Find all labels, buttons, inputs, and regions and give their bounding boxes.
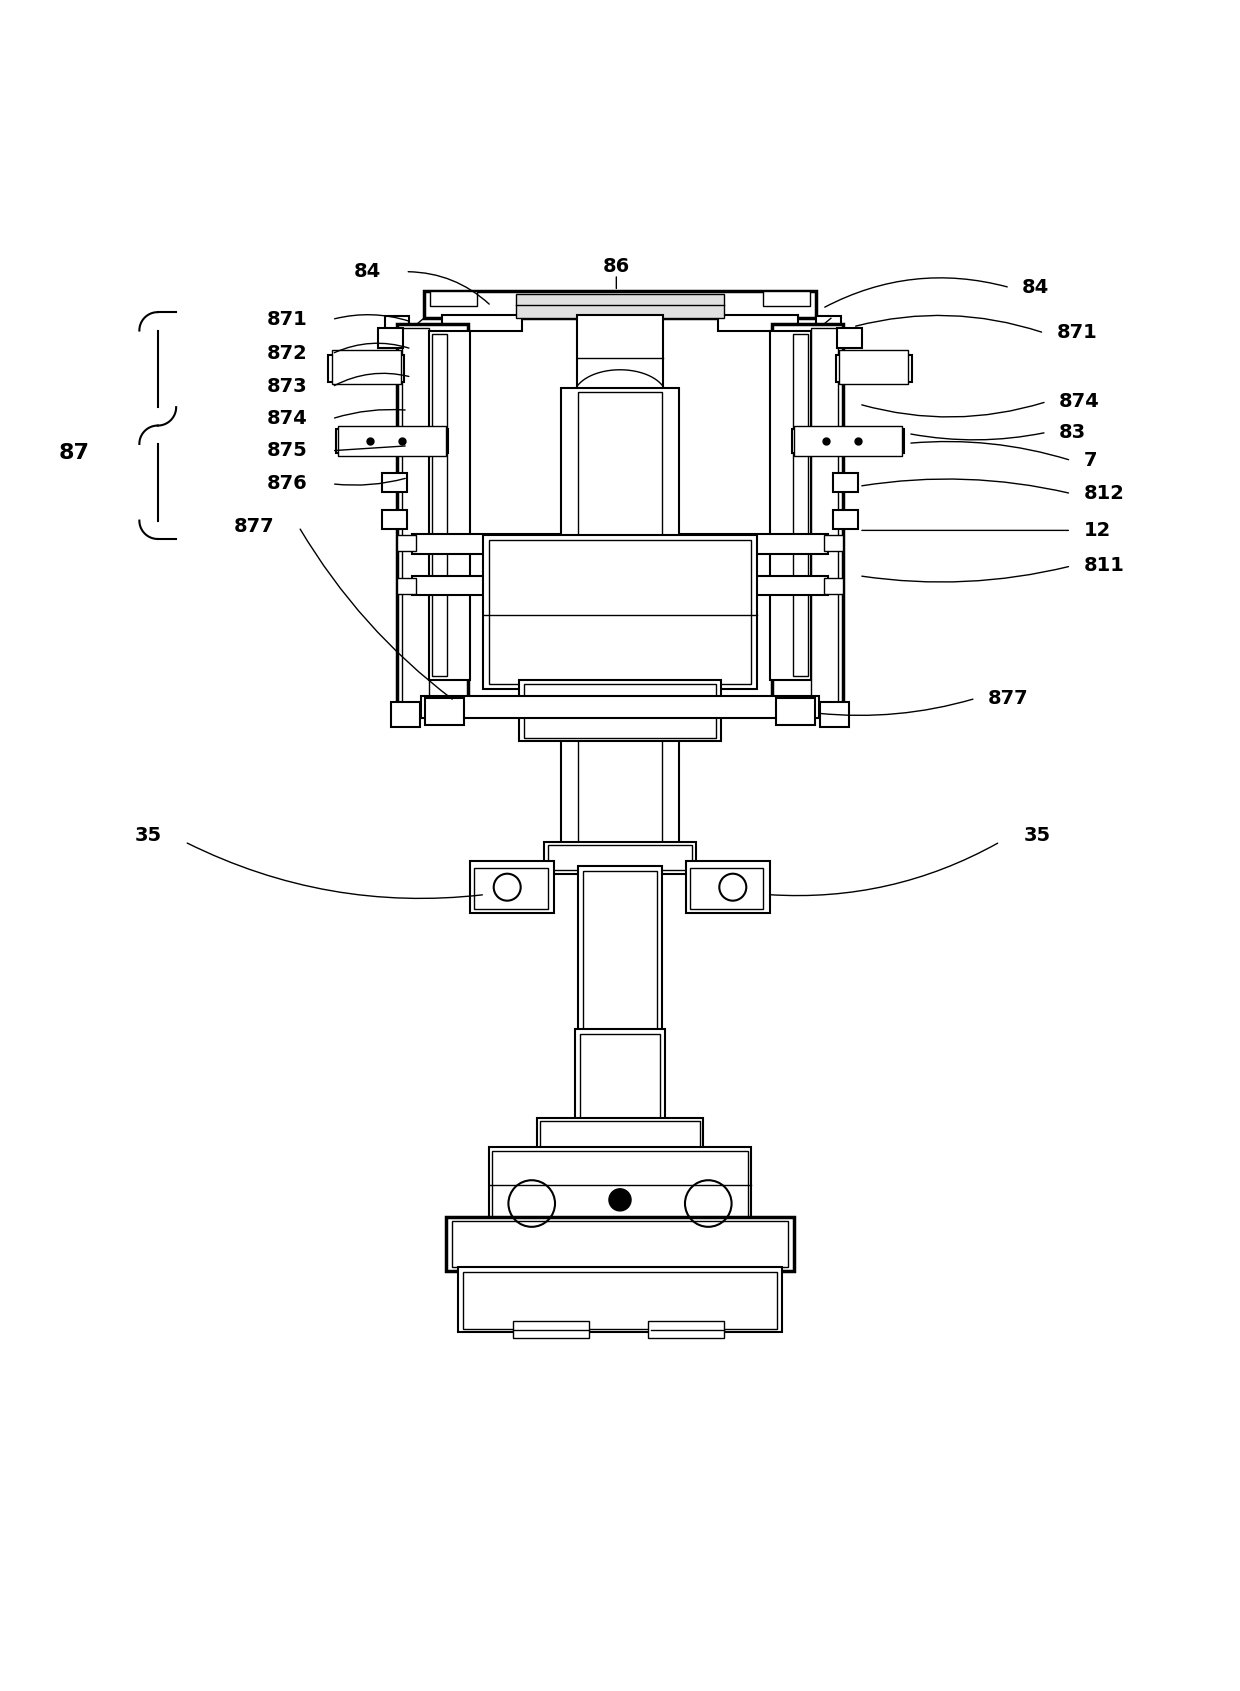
Circle shape — [609, 1189, 631, 1211]
Bar — [823, 536, 843, 551]
Text: 873: 873 — [267, 377, 308, 396]
Text: 7: 7 — [1084, 451, 1097, 470]
Bar — [839, 350, 908, 384]
Bar — [489, 1146, 751, 1223]
Bar — [402, 328, 429, 707]
Bar — [562, 389, 678, 852]
Bar — [574, 1030, 666, 1130]
Bar — [544, 842, 696, 874]
Bar — [520, 680, 720, 741]
Bar — [384, 316, 409, 333]
Bar — [541, 1121, 699, 1152]
Text: 875: 875 — [267, 441, 308, 460]
Bar — [548, 846, 692, 871]
Bar — [433, 335, 448, 676]
Bar — [516, 294, 724, 318]
Bar — [458, 1267, 782, 1333]
Bar — [382, 509, 407, 529]
Bar — [429, 330, 470, 680]
Bar — [391, 702, 420, 727]
Bar — [329, 355, 404, 382]
Bar — [412, 534, 828, 553]
Bar — [397, 536, 417, 551]
Text: 876: 876 — [267, 473, 308, 494]
Bar — [837, 328, 862, 348]
Text: 877: 877 — [233, 517, 274, 536]
Bar — [764, 291, 810, 306]
Text: 874: 874 — [1059, 392, 1100, 411]
Bar — [339, 426, 446, 455]
Text: 877: 877 — [988, 688, 1028, 709]
Text: 812: 812 — [1084, 484, 1125, 504]
Bar — [422, 697, 818, 719]
Bar — [578, 866, 662, 1035]
Bar — [836, 355, 911, 382]
Bar — [811, 328, 838, 707]
Bar — [577, 315, 663, 394]
Text: 87: 87 — [58, 443, 89, 463]
Bar — [470, 861, 554, 913]
Text: 12: 12 — [1084, 521, 1111, 539]
Bar — [453, 1221, 787, 1267]
Bar — [446, 1218, 794, 1272]
Text: 811: 811 — [1084, 556, 1125, 575]
Bar — [474, 867, 548, 910]
Bar — [482, 536, 758, 688]
Bar — [649, 1321, 724, 1338]
Bar — [463, 1272, 777, 1329]
Bar — [578, 392, 662, 847]
Bar — [718, 315, 797, 330]
Bar — [823, 578, 843, 594]
Bar — [776, 698, 815, 725]
Text: 871: 871 — [267, 309, 308, 330]
Bar — [833, 473, 858, 492]
Text: 35: 35 — [1023, 827, 1050, 846]
Text: 35: 35 — [134, 827, 161, 846]
Bar — [336, 428, 449, 453]
Bar — [773, 325, 843, 710]
Text: 83: 83 — [1059, 423, 1086, 441]
Bar — [833, 509, 858, 529]
Bar — [794, 426, 901, 455]
Bar — [378, 328, 403, 348]
Bar — [820, 702, 849, 727]
Bar — [537, 1118, 703, 1155]
Bar — [791, 428, 904, 453]
Bar — [489, 539, 751, 683]
Bar — [332, 350, 401, 384]
Bar — [397, 578, 417, 594]
Bar — [816, 316, 841, 333]
Bar — [412, 575, 828, 595]
Bar — [430, 291, 476, 306]
Bar — [513, 1321, 589, 1338]
Bar — [382, 473, 407, 492]
Text: 84: 84 — [353, 262, 381, 281]
Bar — [770, 330, 811, 680]
Bar — [579, 1035, 661, 1126]
Bar — [397, 325, 467, 710]
Bar — [583, 871, 657, 1032]
Text: 871: 871 — [1056, 323, 1097, 343]
Bar — [525, 683, 715, 737]
Bar — [689, 867, 764, 910]
Text: 84: 84 — [1022, 277, 1049, 298]
Bar — [425, 698, 464, 725]
Bar — [792, 335, 807, 676]
Bar — [492, 1152, 748, 1219]
Text: 874: 874 — [267, 409, 308, 428]
Bar — [686, 861, 770, 913]
Text: 86: 86 — [603, 257, 630, 276]
Bar — [424, 291, 816, 318]
Text: 872: 872 — [267, 345, 308, 364]
Bar — [443, 315, 522, 330]
